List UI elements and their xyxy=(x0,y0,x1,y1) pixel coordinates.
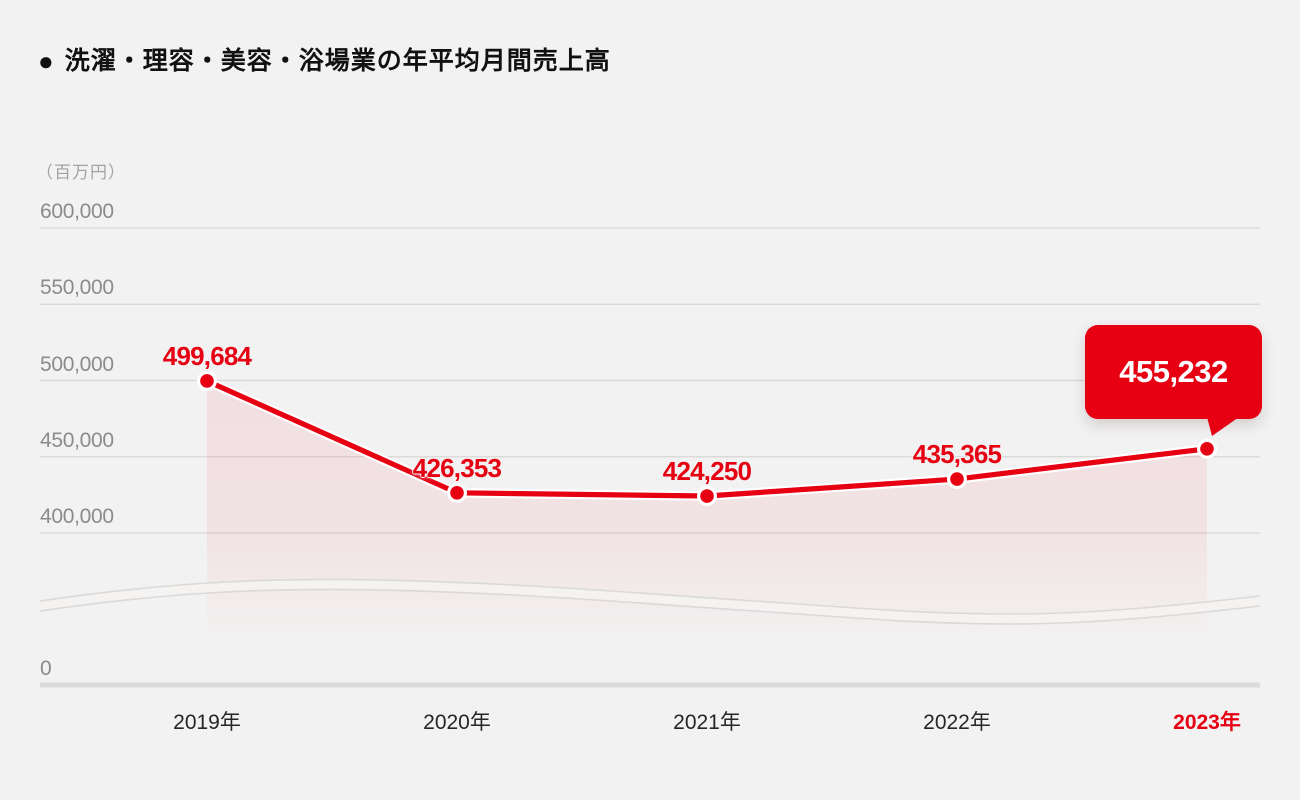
y-tick-label: 600,000 xyxy=(40,200,114,223)
x-tick-label: 2023年 xyxy=(1173,711,1241,734)
x-tick-label: 2021年 xyxy=(673,711,741,734)
page-title: 洗濯・理容・美容・浴場業の年平均月間売上高 xyxy=(64,47,611,75)
data-point-dot xyxy=(1200,441,1214,456)
x-tick-label: 2019年 xyxy=(173,711,241,734)
data-point-dot xyxy=(950,472,964,486)
data-value-label: 499,684 xyxy=(162,340,252,371)
highlight-value: 455,232 xyxy=(1119,353,1228,389)
chart-title: ● 洗濯・理容・美容・浴場業の年平均月間売上高 xyxy=(38,46,611,76)
bullet-icon: ● xyxy=(38,46,54,76)
area-fill xyxy=(207,380,1207,652)
y-tick-label: 400,000 xyxy=(40,505,114,528)
y-axis-unit-label: （百万円） xyxy=(36,163,126,182)
callout-tail xyxy=(1207,416,1239,436)
y-tick-label: 450,000 xyxy=(40,428,114,452)
x-tick-label: 2022年 xyxy=(923,711,991,734)
data-value-label: 426,353 xyxy=(412,452,502,483)
data-point-dot xyxy=(700,489,714,503)
y-tick-label: 0 xyxy=(40,657,52,680)
data-value-label: 435,365 xyxy=(912,439,1002,470)
y-tick-label: 550,000 xyxy=(40,276,114,300)
axis-break-wave xyxy=(39,578,1261,615)
data-value-label: 424,250 xyxy=(662,456,752,487)
data-point-dot xyxy=(200,374,214,388)
highlight-callout: 455,232 xyxy=(1085,324,1262,436)
x-tick-label: 2020年 xyxy=(423,711,491,734)
axis-break-band xyxy=(40,579,1260,624)
axis-break-wave xyxy=(39,588,1261,625)
data-point-dot xyxy=(450,486,464,500)
y-tick-label: 500,000 xyxy=(40,352,114,376)
